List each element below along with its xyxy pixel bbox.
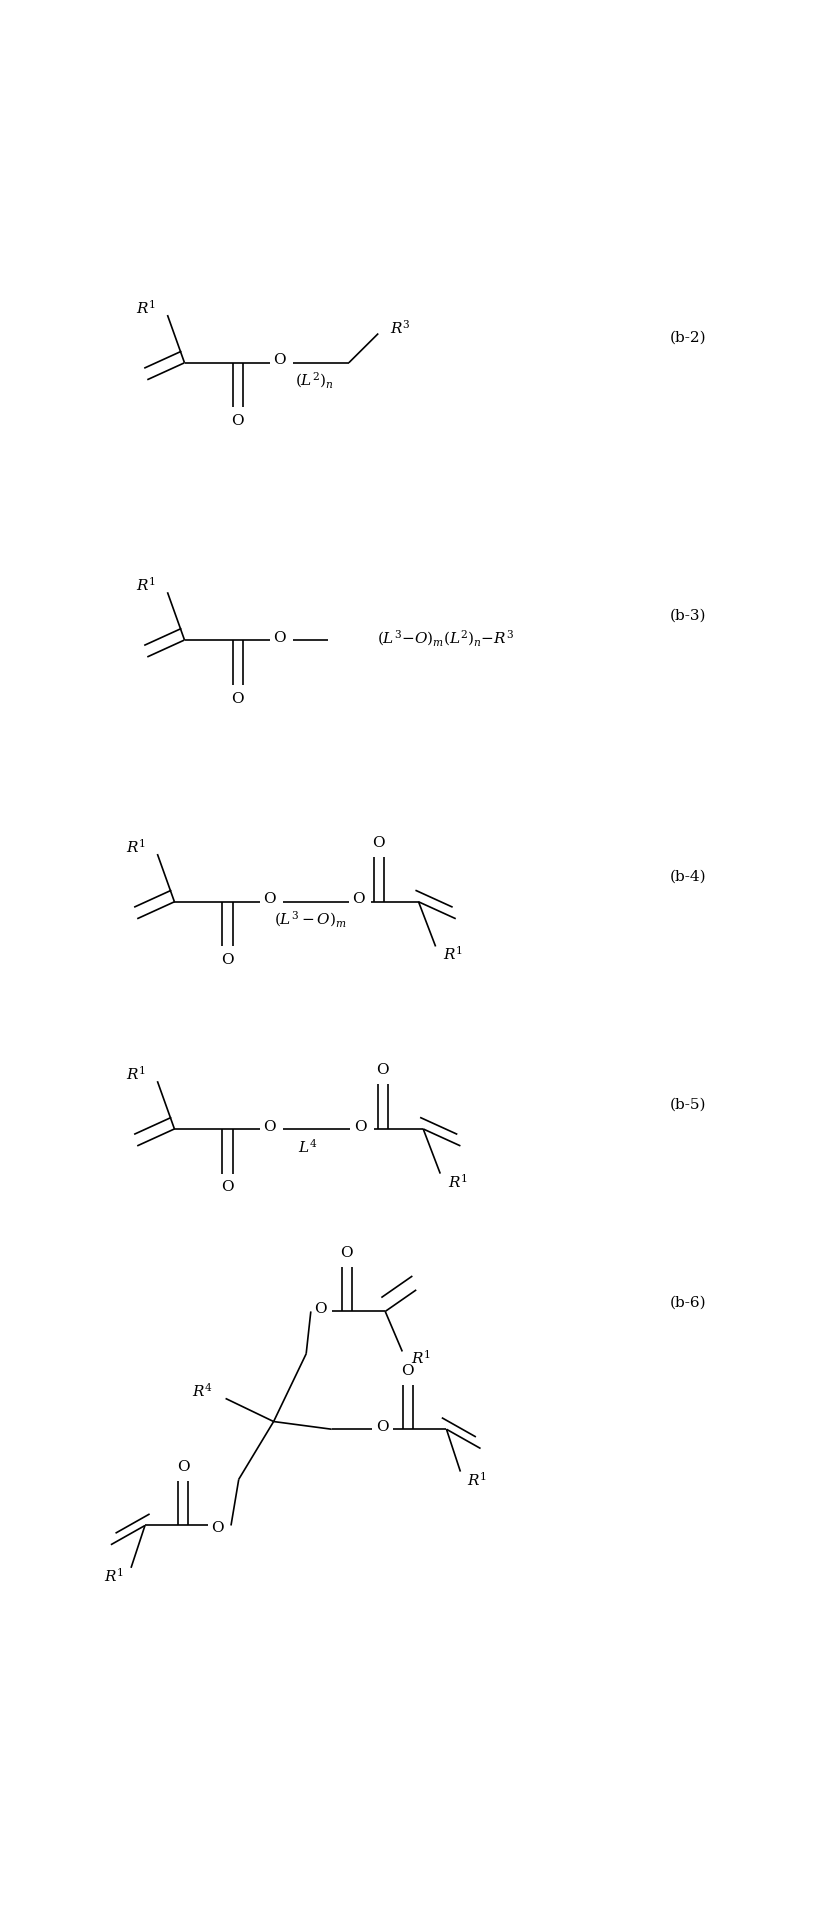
Text: $R^1$: $R^1$ (135, 299, 156, 316)
Text: $(L^3$$-$$O)_m$$(L^2)_n$$-$$R^3$: $(L^3$$-$$O)_m$$(L^2)_n$$-$$R^3$ (377, 628, 514, 647)
Text: $R^1$: $R^1$ (443, 946, 464, 963)
Text: (b-2): (b-2) (670, 331, 706, 345)
Text: $R^1$: $R^1$ (125, 1065, 146, 1082)
Text: O: O (211, 1522, 224, 1535)
Text: $R^1$: $R^1$ (125, 838, 146, 855)
Text: O: O (376, 1419, 389, 1435)
Text: $R^4$: $R^4$ (192, 1381, 213, 1400)
Text: O: O (263, 892, 276, 907)
Text: O: O (402, 1364, 414, 1377)
Text: O: O (352, 892, 365, 907)
Text: $R^1$: $R^1$ (104, 1566, 124, 1585)
Text: (b-4): (b-4) (670, 871, 706, 884)
Text: O: O (221, 953, 233, 967)
Text: (b-3): (b-3) (670, 609, 706, 622)
Text: O: O (274, 630, 286, 645)
Text: $(L^3-O)_m$: $(L^3-O)_m$ (274, 909, 346, 930)
Text: O: O (376, 1063, 389, 1077)
Text: O: O (274, 354, 286, 368)
Text: $(L^2)_n$: $(L^2)_n$ (295, 370, 334, 391)
Text: O: O (354, 1119, 367, 1134)
Text: O: O (231, 691, 243, 705)
Text: $R^3$: $R^3$ (389, 318, 410, 337)
Text: (b-5): (b-5) (670, 1098, 706, 1111)
Text: O: O (314, 1302, 328, 1315)
Text: $R^1$: $R^1$ (135, 576, 156, 593)
Text: O: O (340, 1246, 353, 1260)
Text: O: O (221, 1181, 233, 1194)
Text: O: O (263, 1119, 276, 1134)
Text: (b-6): (b-6) (670, 1294, 706, 1310)
Text: O: O (177, 1460, 190, 1473)
Text: $R^1$: $R^1$ (411, 1348, 431, 1367)
Text: O: O (372, 836, 384, 849)
Text: $L^4$: $L^4$ (298, 1138, 318, 1156)
Text: $R^1$: $R^1$ (468, 1470, 488, 1489)
Text: O: O (231, 414, 243, 428)
Text: $R^1$: $R^1$ (448, 1173, 468, 1190)
